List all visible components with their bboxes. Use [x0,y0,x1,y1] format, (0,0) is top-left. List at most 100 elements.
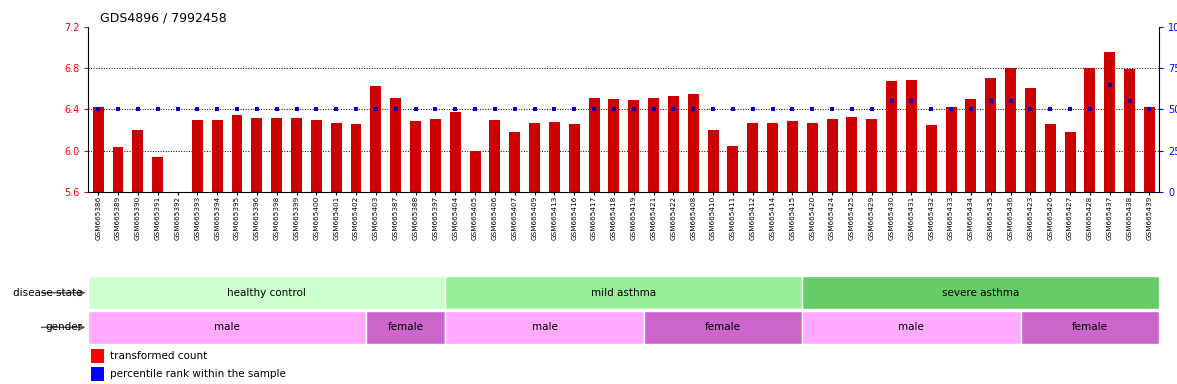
Text: severe asthma: severe asthma [943,288,1019,298]
Point [485,106,504,113]
Bar [1065,132,1076,192]
Point [505,106,524,113]
Point [466,106,485,113]
Point [942,106,960,113]
Point [744,106,763,113]
Bar [1084,68,1096,192]
Bar [1124,69,1135,192]
Text: mild asthma: mild asthma [591,288,657,298]
Bar [410,121,421,192]
Bar [252,118,262,192]
Point [307,106,326,113]
Point [446,106,465,113]
Bar [152,157,164,192]
Bar [568,124,580,192]
Bar [366,311,445,344]
Bar [172,192,182,195]
Bar [803,311,1020,344]
Point [1040,106,1059,113]
Bar [787,121,798,192]
Text: female: female [705,322,742,333]
Bar [92,367,105,381]
Bar [945,108,957,192]
Point [168,106,187,113]
Point [624,106,643,113]
Bar [806,123,818,192]
Bar [649,98,659,192]
Bar [767,123,778,192]
Bar [490,120,500,192]
Point [108,106,127,113]
Bar [926,125,937,192]
Bar [803,276,1159,309]
Bar [588,98,599,192]
Point [664,106,683,113]
Point [585,106,604,113]
Bar [291,118,302,192]
Point [823,106,842,113]
Bar [609,99,619,192]
Bar [430,119,441,192]
Bar [445,311,644,344]
Point [208,106,227,113]
Bar [445,276,803,309]
Bar [866,119,877,192]
Text: GDS4896 / 7992458: GDS4896 / 7992458 [100,12,227,25]
Point [724,106,743,113]
Bar [1144,108,1155,192]
Bar [391,98,401,192]
Text: transformed count: transformed count [109,351,207,361]
Bar [510,132,520,192]
Point [406,106,425,113]
Point [267,106,286,113]
Point [545,106,564,113]
Text: male: male [532,322,558,333]
Point [227,106,246,113]
Point [366,106,385,113]
Point [803,106,822,113]
Text: percentile rank within the sample: percentile rank within the sample [109,369,286,379]
Text: male: male [214,322,240,333]
Bar [331,123,341,192]
Point [386,106,405,113]
Point [346,106,365,113]
Bar [470,151,480,192]
Bar [371,86,381,192]
Bar [92,349,105,363]
Text: healthy control: healthy control [227,288,306,298]
Point [247,106,266,113]
Bar [846,117,857,192]
Bar [548,122,560,192]
Bar [450,111,460,192]
Bar [271,118,282,192]
Bar [88,276,445,309]
Point [863,106,882,113]
Bar [1104,52,1116,192]
Point [565,106,584,113]
Bar [667,96,679,192]
Point [962,106,980,113]
Point [1100,82,1119,88]
Text: gender: gender [46,322,82,333]
Point [883,98,902,104]
Point [605,106,624,113]
Bar [985,78,996,192]
Point [704,106,723,113]
Bar [644,311,803,344]
Bar [311,120,321,192]
Bar [93,108,104,192]
Point [1141,106,1159,113]
Bar [1025,88,1036,192]
Bar [192,120,202,192]
Point [128,106,147,113]
Text: female: female [1072,322,1108,333]
Point [922,106,940,113]
Point [843,106,862,113]
Bar [232,114,242,192]
Text: disease state: disease state [13,288,82,298]
Bar [1020,311,1159,344]
Bar [629,100,639,192]
Point [783,106,802,113]
Bar [965,99,977,192]
Bar [212,120,222,192]
